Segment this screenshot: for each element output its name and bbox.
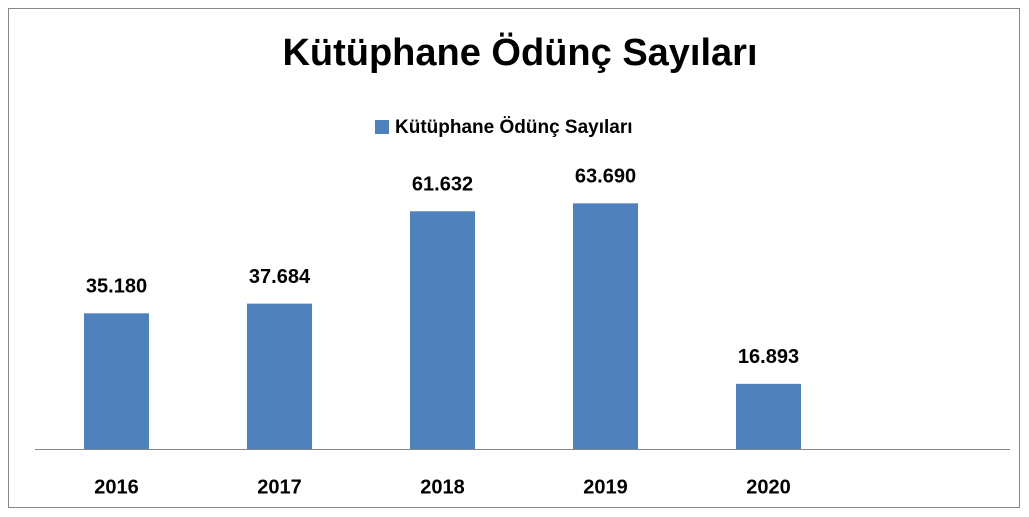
data-label: 35.180: [86, 276, 147, 298]
legend-label: Kütüphane Ödünç Sayıları: [395, 117, 633, 138]
x-tick-label: 2017: [257, 476, 302, 498]
x-tick-label: 2019: [583, 476, 628, 498]
bar: [247, 303, 312, 449]
x-tick-label: 2016: [94, 476, 139, 498]
bar: [573, 203, 638, 449]
x-tick-label: 2018: [420, 476, 465, 498]
bar: [84, 313, 149, 449]
data-label: 16.893: [738, 346, 799, 368]
data-label: 63.690: [575, 166, 636, 188]
data-label: 61.632: [412, 174, 473, 196]
x-tick-label: 2020: [746, 476, 791, 498]
legend-swatch: [375, 120, 389, 134]
bar: [410, 211, 475, 449]
chart-title: Kütüphane Ödünç Sayıları: [282, 31, 757, 74]
chart-frame: [8, 8, 1020, 508]
bar: [736, 383, 801, 449]
data-label: 37.684: [249, 266, 311, 288]
